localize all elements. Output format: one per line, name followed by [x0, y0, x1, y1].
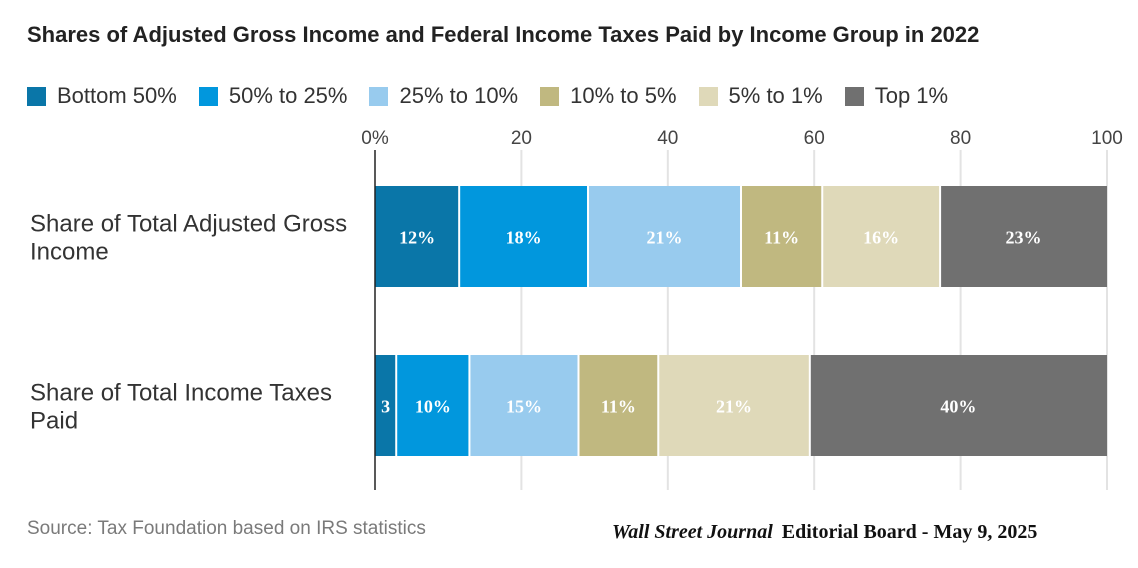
category-label-line: Share of Total Adjusted Gross — [30, 211, 347, 238]
category-label-line: Share of Total Income Taxes — [30, 380, 332, 407]
category-label-line: Paid — [30, 408, 78, 435]
bar-segment — [375, 355, 397, 456]
bar-segment — [578, 355, 659, 456]
legend-label: Top 1% — [874, 83, 949, 108]
bar-segment — [375, 186, 460, 287]
data-label: 15% — [506, 397, 542, 417]
legend-swatch — [198, 86, 218, 106]
bar-segment — [396, 355, 470, 456]
data-label: 3 — [381, 397, 390, 417]
data-label: 11% — [601, 397, 636, 417]
category-label: Share of Total Adjusted Gross Income — [30, 211, 347, 266]
legend-label: 25% to 10% — [399, 83, 519, 108]
legend-label: 5% to 1% — [728, 83, 823, 108]
legend-item-3: 25% to 10% — [369, 83, 518, 109]
data-label: 23% — [1006, 228, 1042, 248]
data-label: 11% — [764, 228, 799, 248]
data-label: 21% — [716, 397, 752, 417]
legend: Bottom 50% 50% to 25% 25% to 10% 10% to 5% 5… — [27, 82, 970, 110]
bar-segment — [940, 186, 1107, 287]
credit-line: Editorial Board - May 9, 2025 — [781, 521, 1038, 543]
x-tick-label: 0% — [361, 128, 389, 149]
data-label: 10% — [415, 397, 451, 417]
data-label: 21% — [647, 228, 683, 248]
data-label: 18% — [506, 228, 542, 248]
x-tick-label: 20 — [511, 128, 532, 149]
legend-item-2: 50% to 25% — [198, 83, 348, 109]
legend-item-4: 10% to 5% — [540, 83, 677, 109]
legend-swatch — [844, 86, 864, 106]
publication-credit: Wall Street Journal Editorial Board - Ma… — [612, 521, 1037, 544]
bar-segment — [741, 186, 823, 287]
source-note: Source: Tax Foundation based on IRS stat… — [27, 518, 426, 539]
bar-segment — [809, 355, 1107, 456]
x-tick-label: 40 — [657, 128, 678, 149]
legend-swatch — [698, 86, 718, 106]
legend-item-5: 5% to 1% — [698, 83, 823, 109]
legend-label: 50% to 25% — [228, 83, 348, 108]
legend-swatch — [369, 86, 389, 106]
x-tick-label: 80 — [950, 128, 971, 149]
legend-swatch — [540, 86, 560, 106]
bar-segment — [588, 186, 741, 287]
chart-title: Shares of Adjusted Gross Income and Fede… — [27, 22, 980, 47]
bar-segment — [822, 186, 941, 287]
category-label: Share of Total Income Taxes Paid — [30, 380, 332, 435]
data-label: 40% — [940, 397, 976, 417]
category-label-line: Income — [30, 239, 109, 266]
data-label: 16% — [863, 228, 899, 248]
legend-label: Bottom 50% — [57, 83, 177, 108]
legend-item-1: Bottom 50% — [27, 83, 177, 109]
legend-item-6: Top 1% — [844, 83, 949, 109]
stacked-bar-chart: 0% 20 40 60 80 100 12% 18% 21% 11% 16% 23% Share of … — [30, 128, 1123, 490]
legend-swatch — [27, 86, 46, 106]
publication-name: Wall Street Journal — [612, 521, 773, 543]
bar-segment — [469, 355, 579, 456]
bar-segment — [459, 186, 589, 287]
data-label: 12% — [399, 228, 435, 248]
legend-label: 10% to 5% — [570, 83, 677, 108]
x-tick-label: 100 — [1091, 128, 1123, 149]
bar-segment — [658, 355, 810, 456]
x-tick-label: 60 — [804, 128, 825, 149]
